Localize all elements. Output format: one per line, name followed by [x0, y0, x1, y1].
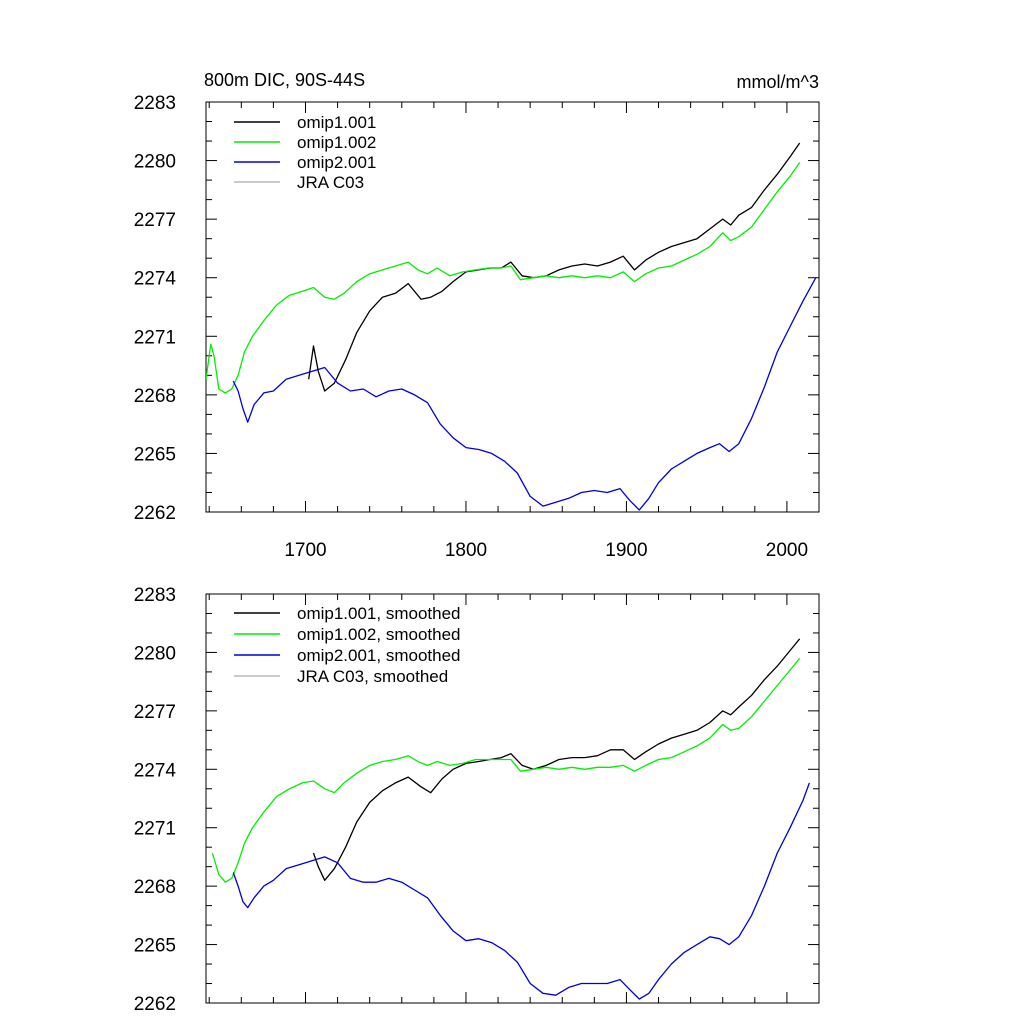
y-tick-label: 2274 [134, 269, 177, 290]
series-group [206, 142, 817, 511]
legend-label-omip1-001: omip1.001 [297, 113, 376, 132]
y-tick-label: 2262 [134, 994, 176, 1015]
legend-label-omip1-002: omip1.002 [297, 133, 376, 152]
x-tick-label: 1900 [605, 540, 647, 561]
series-line-omip2-001 [232, 277, 817, 511]
y-tick-label: 2280 [134, 643, 176, 664]
series-line-omip1-002 [206, 162, 801, 394]
chart-title: 800m DIC, 90S-44S [204, 70, 365, 90]
series-line-omip1-002-smoothed [211, 657, 801, 883]
plot-frame [205, 101, 820, 513]
y-tick-label: 2274 [134, 760, 177, 781]
x-tick-label: 1800 [445, 540, 487, 561]
plot-frame [205, 593, 820, 1004]
x-tick-label: 2000 [766, 540, 808, 561]
y-tick-label: 2283 [134, 585, 176, 606]
legend-label-omip2-001: omip2.001 [297, 153, 376, 172]
legend-label-jra-c03-smoothed: JRA C03, smoothed [297, 667, 448, 686]
y-tick-label: 2271 [134, 327, 176, 348]
legend-label-jra-c03: JRA C03 [297, 173, 364, 192]
y-tick-label: 2280 [134, 152, 176, 173]
y-tick-label: 2271 [134, 819, 176, 840]
series-group [211, 638, 811, 1000]
y-tick-label: 2277 [134, 702, 176, 723]
legend-label-omip2-001-smoothed: omip2.001, smoothed [297, 646, 461, 665]
y-tick-label: 2277 [134, 210, 176, 231]
series-line-omip1-001-smoothed [312, 638, 801, 881]
chart-panel-2: 2262 2265 2268 2271 2274 2277 2280 2283 omip1.00… [134, 585, 820, 1015]
y-tick-label: 2283 [134, 93, 176, 114]
y-tick-label: 2268 [134, 877, 176, 898]
series-line-omip2-001-smoothed [232, 782, 811, 1000]
y-tick-label: 2265 [134, 936, 176, 957]
series-line-omip1-001 [308, 142, 801, 392]
y-tick-label: 2268 [134, 386, 176, 407]
y-tick-label: 2262 [134, 503, 176, 524]
units-label: mmol/m^3 [737, 72, 819, 92]
legend-label-omip1-002-smoothed: omip1.002, smoothed [297, 625, 461, 644]
x-tick-label: 1700 [284, 540, 326, 561]
chart-panel-1: 2262 2265 2268 2271 2274 2277 2280 2283 1700 1800… [134, 70, 820, 561]
y-tick-label: 2265 [134, 444, 176, 465]
legend-label-omip1-001-smoothed: omip1.001, smoothed [297, 604, 461, 623]
